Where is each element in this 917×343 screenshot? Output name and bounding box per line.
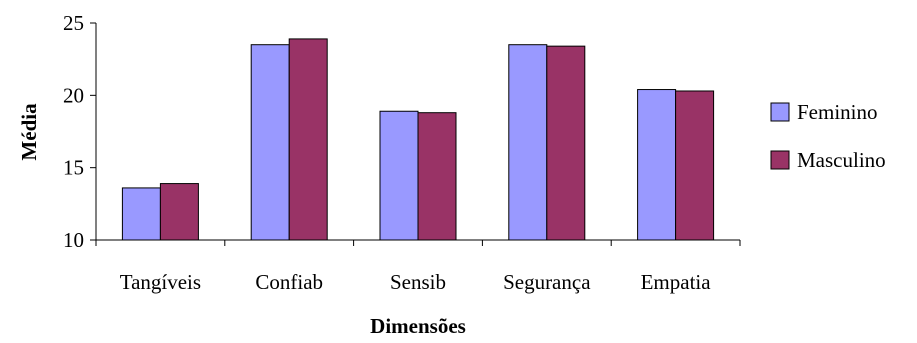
y-axis-ticks: 10 15 20 25 bbox=[63, 11, 96, 252]
plot-area bbox=[121, 38, 715, 241]
x-axis-title: Dimensões bbox=[370, 314, 466, 338]
bar-feminino bbox=[121, 187, 161, 241]
legend-label: Masculino bbox=[797, 148, 886, 172]
legend-label: Feminino bbox=[797, 100, 878, 124]
x-category-label: Sensib bbox=[390, 270, 446, 294]
legend: Feminino Masculino bbox=[770, 100, 886, 172]
bar-feminino bbox=[508, 44, 548, 241]
y-tick-label: 10 bbox=[63, 228, 84, 252]
bar-masculino bbox=[288, 38, 328, 241]
bar-masculino bbox=[675, 90, 715, 241]
x-category-label: Empatia bbox=[641, 270, 712, 294]
x-category-label: Tangíveis bbox=[120, 270, 201, 294]
bar-masculino bbox=[546, 45, 586, 241]
x-category-label: Segurança bbox=[503, 270, 591, 294]
legend-swatch bbox=[770, 150, 790, 170]
legend-swatch bbox=[770, 102, 790, 122]
x-category-label: Confiab bbox=[255, 270, 323, 294]
bar-feminino bbox=[250, 44, 290, 241]
y-tick-label: 20 bbox=[63, 83, 84, 107]
bar-masculino bbox=[159, 183, 199, 241]
bar-masculino bbox=[417, 112, 457, 241]
y-tick-label: 25 bbox=[63, 11, 84, 35]
bar-feminino bbox=[379, 110, 419, 241]
bar-feminino bbox=[637, 89, 677, 241]
y-axis-title: Média bbox=[17, 103, 41, 161]
x-axis-categories: Tangíveis Confiab Sensib Segurança Empatia bbox=[95, 240, 741, 294]
y-tick-label: 15 bbox=[63, 156, 84, 180]
